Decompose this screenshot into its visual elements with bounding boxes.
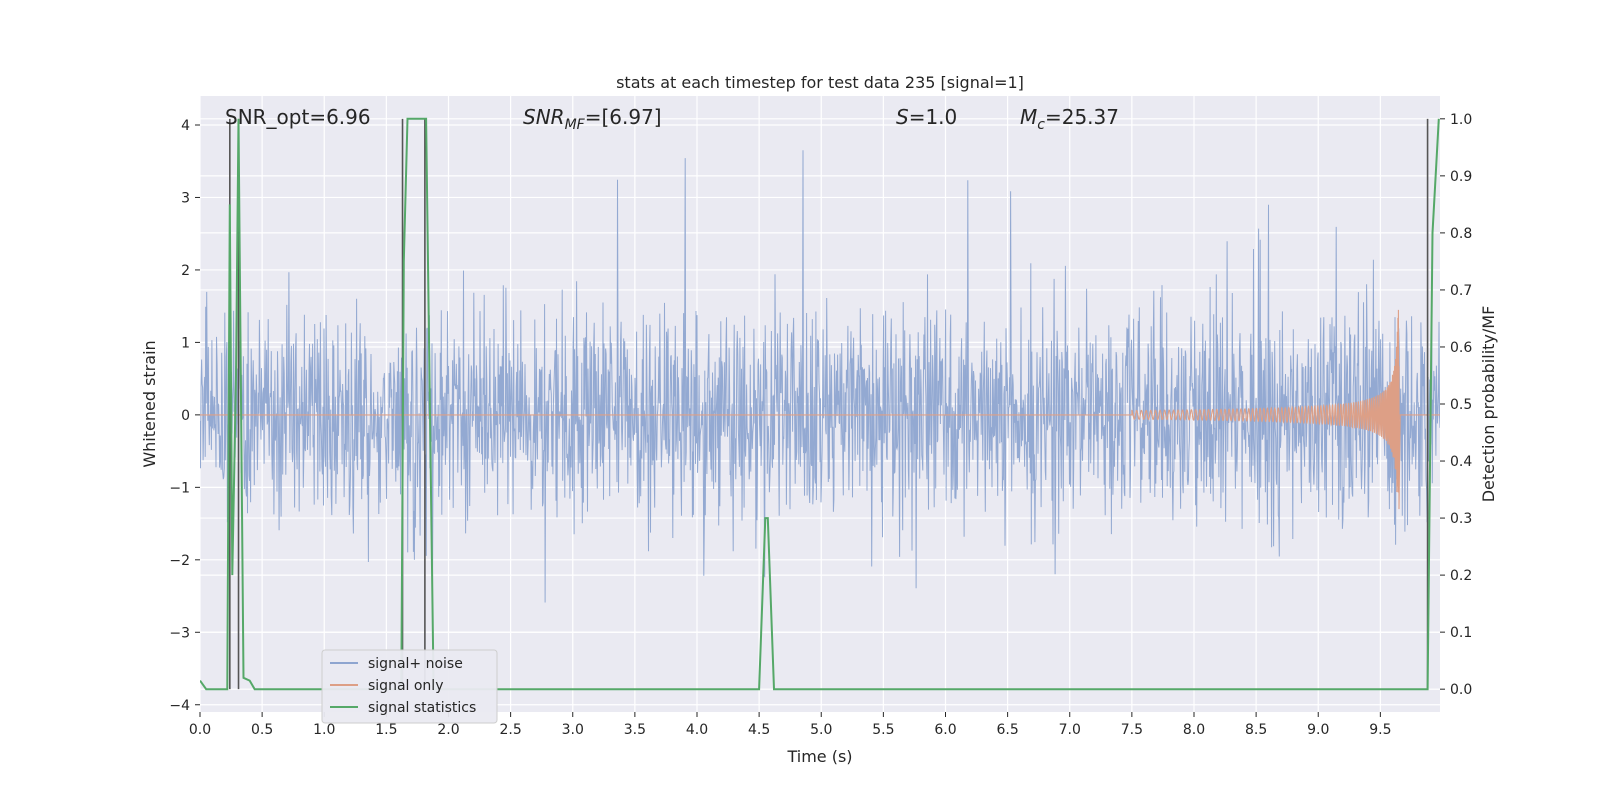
legend-label-noise: signal+ noise (368, 656, 463, 672)
x-tick-label: 9.0 (1307, 722, 1329, 738)
chart-title: stats at each timestep for test data 235… (616, 73, 1024, 92)
x-axis-label: Time (s) (786, 747, 852, 766)
y-tick-label: −1 (169, 480, 190, 496)
signal-trace (200, 309, 1440, 510)
x-tick-label: 7.0 (1059, 722, 1081, 738)
right-axis-label: Detection probability/MF (1479, 306, 1498, 503)
snr-mf-value: =[6.97] (585, 105, 662, 129)
series-signal-plus-noise (200, 150, 1440, 603)
x-tick-label: 0.0 (189, 722, 211, 738)
x-tick-label: 6.0 (934, 722, 956, 738)
y-tick-label: 1 (181, 335, 190, 351)
y-axis-ticks: 4 3 2 1 0 −1 −2 −3 −4 (169, 118, 200, 714)
mc-value: =25.37 (1045, 105, 1119, 129)
y-tick-label: 0 (181, 408, 190, 424)
snr-mf-sub: MF (565, 117, 586, 133)
y-axis-label: Whitened strain (140, 340, 159, 467)
x-tick-label: 4.0 (686, 722, 708, 738)
x-tick-label: 2.0 (437, 722, 459, 738)
x-tick-label: 1.5 (375, 722, 397, 738)
right-tick-label: 0.8 (1450, 226, 1472, 242)
right-tick-label: 0.4 (1450, 454, 1472, 470)
right-tick-label: 1.0 (1450, 112, 1472, 128)
y-tick-label: −3 (169, 625, 190, 641)
y-tick-label: 4 (181, 118, 190, 134)
x-tick-label: 8.5 (1245, 722, 1267, 738)
y-tick-label: −4 (169, 698, 190, 714)
snr-mf-main: SNR (523, 105, 565, 129)
series-signal-only (200, 309, 1440, 510)
x-tick-label: 0.5 (251, 722, 273, 738)
s-value: =1.0 (909, 105, 958, 129)
x-tick-label: 1.0 (313, 722, 335, 738)
right-tick-label: 0.3 (1450, 511, 1472, 527)
y-tick-label: −2 (169, 553, 190, 569)
y-tick-label: 3 (181, 190, 190, 206)
right-tick-label: 0.0 (1450, 682, 1472, 698)
x-tick-label: 5.0 (810, 722, 832, 738)
legend: signal+ noise signal only signal statist… (321, 649, 498, 724)
right-tick-label: 0.7 (1450, 283, 1472, 299)
x-tick-label: 9.5 (1369, 722, 1391, 738)
annotation-s: S=1.0 (896, 105, 957, 129)
y-tick-label: 2 (181, 263, 190, 279)
right-tick-label: 0.2 (1450, 568, 1472, 584)
x-tick-label: 3.0 (562, 722, 584, 738)
annotation-mc: Mc=25.37 (1020, 105, 1119, 133)
right-axis-ticks: 1.0 0.9 0.8 0.7 0.6 0.5 0.4 0.3 0.2 0.1 0.0 (1440, 112, 1472, 698)
x-tick-label: 5.5 (872, 722, 894, 738)
x-tick-label: 4.5 (748, 722, 770, 738)
legend-box (321, 649, 498, 724)
right-tick-label: 0.1 (1450, 625, 1472, 641)
x-axis-ticks: 0.0 0.5 1.0 1.5 2.0 2.5 3.0 3.5 4.0 4.5 5.0 5.5 6.0 6… (189, 712, 1391, 738)
series-signal-statistics (200, 117, 1440, 691)
x-tick-label: 3.5 (624, 722, 646, 738)
legend-label-signal: signal only (368, 678, 443, 694)
x-tick-label: 6.5 (996, 722, 1018, 738)
x-tick-label: 2.5 (499, 722, 521, 738)
right-tick-label: 0.5 (1450, 397, 1472, 413)
x-tick-label: 7.5 (1121, 722, 1143, 738)
x-tick-label: 8.0 (1183, 722, 1205, 738)
mc-sub: c (1037, 117, 1045, 133)
s-main: S (896, 105, 909, 129)
right-tick-label: 0.9 (1450, 169, 1472, 185)
statistics-trace (200, 117, 1440, 691)
legend-label-stats: signal statistics (368, 700, 476, 716)
right-tick-label: 0.6 (1450, 340, 1472, 356)
annotation-snr-mf: SNRMF=[6.97] (523, 105, 662, 133)
annotation-snr-opt: SNR_opt=6.96 (225, 105, 371, 129)
noise-trace (200, 150, 1440, 603)
mc-main: M (1020, 105, 1037, 129)
